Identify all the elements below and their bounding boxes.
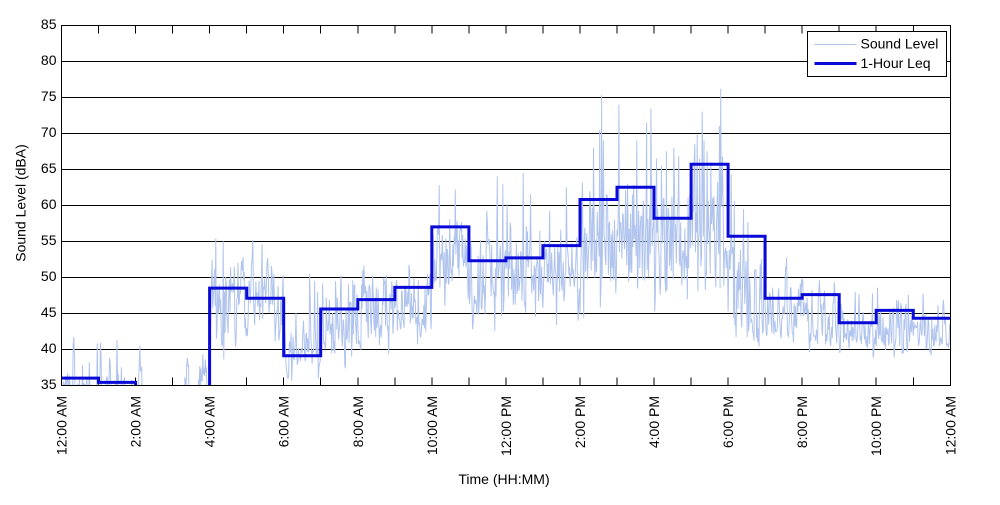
svg-text:45: 45 bbox=[41, 304, 57, 320]
svg-text:40: 40 bbox=[41, 340, 57, 356]
svg-text:55: 55 bbox=[41, 232, 57, 248]
svg-text:12:00 AM: 12:00 AM bbox=[942, 396, 958, 455]
svg-text:6:00 PM: 6:00 PM bbox=[720, 396, 736, 448]
svg-text:1-Hour Leq: 1-Hour Leq bbox=[861, 55, 931, 71]
svg-text:10:00 PM: 10:00 PM bbox=[868, 396, 884, 456]
svg-text:4:00 PM: 4:00 PM bbox=[646, 396, 662, 448]
svg-text:4:00 AM: 4:00 AM bbox=[202, 396, 218, 447]
svg-text:8:00 AM: 8:00 AM bbox=[350, 396, 366, 447]
svg-text:35: 35 bbox=[41, 376, 57, 392]
svg-text:Sound Level: Sound Level bbox=[861, 36, 939, 52]
svg-text:Time (HH:MM): Time (HH:MM) bbox=[458, 471, 549, 487]
svg-text:65: 65 bbox=[41, 160, 57, 176]
svg-text:10:00 AM: 10:00 AM bbox=[424, 396, 440, 455]
svg-text:50: 50 bbox=[41, 268, 57, 284]
svg-text:75: 75 bbox=[41, 88, 57, 104]
svg-text:70: 70 bbox=[41, 124, 57, 140]
svg-text:60: 60 bbox=[41, 196, 57, 212]
svg-text:12:00 PM: 12:00 PM bbox=[498, 396, 514, 456]
svg-text:80: 80 bbox=[41, 52, 57, 68]
svg-text:8:00 PM: 8:00 PM bbox=[794, 396, 810, 448]
svg-text:Sound Level (dBA): Sound Level (dBA) bbox=[13, 144, 29, 262]
svg-text:12:00 AM: 12:00 AM bbox=[54, 396, 70, 455]
svg-text:2:00 PM: 2:00 PM bbox=[572, 396, 588, 448]
svg-text:2:00 AM: 2:00 AM bbox=[128, 396, 144, 447]
svg-text:6:00 AM: 6:00 AM bbox=[276, 396, 292, 447]
svg-text:85: 85 bbox=[41, 16, 57, 32]
